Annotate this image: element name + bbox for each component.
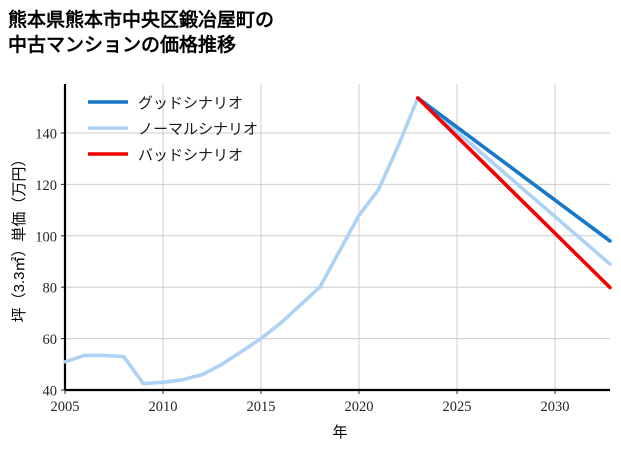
legend-label-good[interactable]: グッドシナリオ — [138, 95, 243, 112]
y-tick-label-120: 120 — [35, 178, 57, 194]
series-line-bad — [415, 96, 612, 290]
x-tick-label-2015: 2015 — [247, 399, 276, 415]
y-tick-label-100: 100 — [35, 229, 57, 245]
series-line-good — [415, 96, 612, 243]
x-tick-label-2010: 2010 — [149, 399, 178, 415]
y-tick-label-80: 80 — [43, 281, 58, 297]
y-axis-title: 坪（3.3㎡）単価（万円） — [11, 152, 28, 323]
x-tick-label-2025: 2025 — [443, 399, 472, 415]
chart-title: 熊本県熊本市中央区鍛冶屋町の 中古マンションの価格推移 — [8, 10, 275, 57]
y-tick-label-140: 140 — [35, 127, 57, 143]
x-tick-label-2020: 2020 — [345, 399, 374, 415]
y-tick-label-60: 60 — [43, 332, 58, 348]
y-tick-label-40: 40 — [43, 384, 58, 400]
x-tick-label-2030: 2030 — [541, 399, 570, 415]
legend-label-normal[interactable]: ノーマルシナリオ — [138, 122, 258, 138]
chart-legend: グッドシナリオ ノーマルシナリオ バッドシナリオ — [88, 95, 258, 164]
x-axis-title: 年 — [332, 424, 347, 441]
series-line-normal — [63, 96, 612, 386]
legend-label-bad[interactable]: バッドシナリオ — [138, 148, 243, 164]
x-tick-label-2005: 2005 — [51, 399, 80, 415]
